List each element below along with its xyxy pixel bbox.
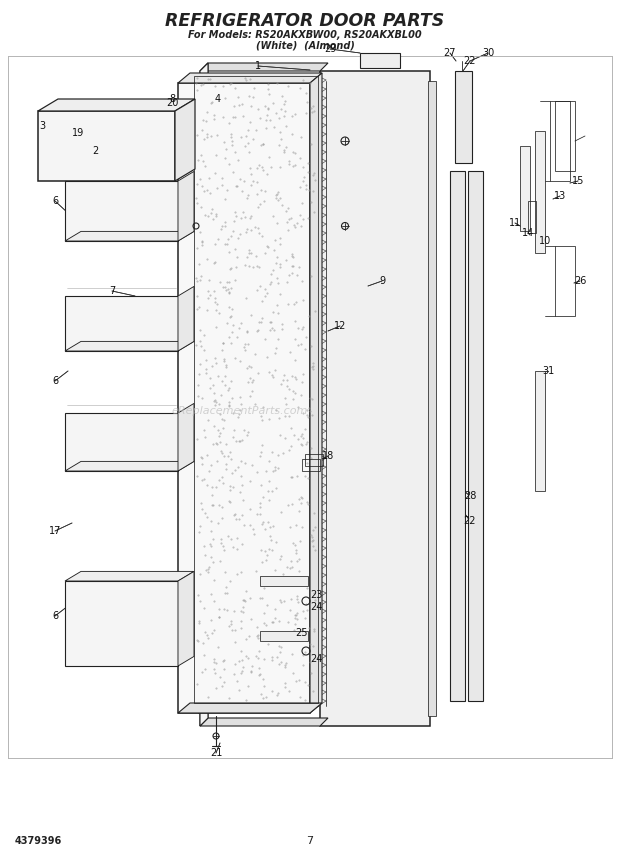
Polygon shape [178, 171, 194, 241]
Text: 30: 30 [482, 48, 494, 58]
Polygon shape [428, 81, 436, 716]
Polygon shape [65, 461, 194, 471]
Text: 17: 17 [49, 526, 61, 536]
Polygon shape [200, 63, 208, 726]
Text: 3: 3 [39, 121, 45, 131]
Text: 13: 13 [554, 191, 566, 201]
Polygon shape [468, 171, 483, 701]
Polygon shape [65, 232, 194, 241]
Polygon shape [65, 296, 178, 351]
Polygon shape [450, 171, 465, 701]
Text: 1: 1 [255, 61, 261, 71]
Text: 26: 26 [574, 276, 586, 286]
Polygon shape [200, 718, 328, 726]
Text: 9: 9 [379, 276, 385, 286]
Polygon shape [178, 572, 194, 666]
Text: 14: 14 [522, 228, 534, 238]
Text: 22: 22 [464, 516, 476, 526]
Text: 18: 18 [322, 451, 334, 461]
Text: 4: 4 [215, 94, 221, 104]
Polygon shape [260, 576, 308, 586]
Polygon shape [175, 99, 195, 181]
Polygon shape [200, 63, 208, 726]
Text: 2: 2 [92, 146, 98, 156]
Polygon shape [200, 63, 328, 71]
Text: 15: 15 [572, 176, 584, 186]
Text: 8: 8 [169, 94, 175, 104]
Polygon shape [535, 131, 545, 253]
Polygon shape [178, 404, 194, 471]
Text: 12: 12 [334, 321, 346, 331]
Text: 19: 19 [72, 128, 84, 138]
Text: 6: 6 [52, 611, 58, 621]
Polygon shape [38, 111, 175, 181]
Polygon shape [65, 413, 178, 471]
Text: 10: 10 [539, 236, 551, 246]
Text: 25: 25 [296, 628, 308, 638]
Text: 6: 6 [52, 376, 58, 386]
Polygon shape [65, 581, 178, 666]
Polygon shape [535, 371, 545, 491]
Polygon shape [65, 572, 194, 581]
Polygon shape [178, 83, 310, 713]
Text: (White)  (Almond): (White) (Almond) [255, 41, 355, 51]
Text: 23: 23 [310, 590, 322, 600]
Text: For Models: RS20AKXBW00, RS20AKXBL00: For Models: RS20AKXBW00, RS20AKXBL00 [188, 30, 422, 40]
Text: 24: 24 [310, 654, 322, 664]
Polygon shape [65, 342, 194, 351]
Text: 21: 21 [210, 748, 222, 758]
Polygon shape [178, 703, 322, 713]
Polygon shape [360, 53, 400, 68]
Text: 11: 11 [509, 218, 521, 228]
Polygon shape [455, 71, 472, 163]
Text: 28: 28 [464, 491, 476, 501]
Text: 7: 7 [306, 836, 314, 846]
Text: 27: 27 [444, 48, 456, 58]
Polygon shape [320, 71, 430, 726]
Polygon shape [310, 73, 322, 713]
Polygon shape [260, 631, 308, 641]
Text: eReplacementParts.com: eReplacementParts.com [172, 406, 308, 416]
Polygon shape [65, 181, 178, 241]
Polygon shape [178, 287, 194, 351]
Text: 29: 29 [324, 44, 336, 54]
Text: 24: 24 [310, 602, 322, 612]
Text: REFRIGERATOR DOOR PARTS: REFRIGERATOR DOOR PARTS [166, 12, 445, 30]
Text: 31: 31 [542, 366, 554, 376]
Polygon shape [38, 99, 195, 111]
Text: 7: 7 [109, 286, 115, 296]
Text: 6: 6 [52, 196, 58, 206]
Polygon shape [520, 146, 530, 231]
Polygon shape [178, 73, 322, 83]
Text: 20: 20 [166, 98, 178, 108]
Text: 4379396: 4379396 [15, 836, 62, 846]
Text: 22: 22 [464, 56, 476, 66]
